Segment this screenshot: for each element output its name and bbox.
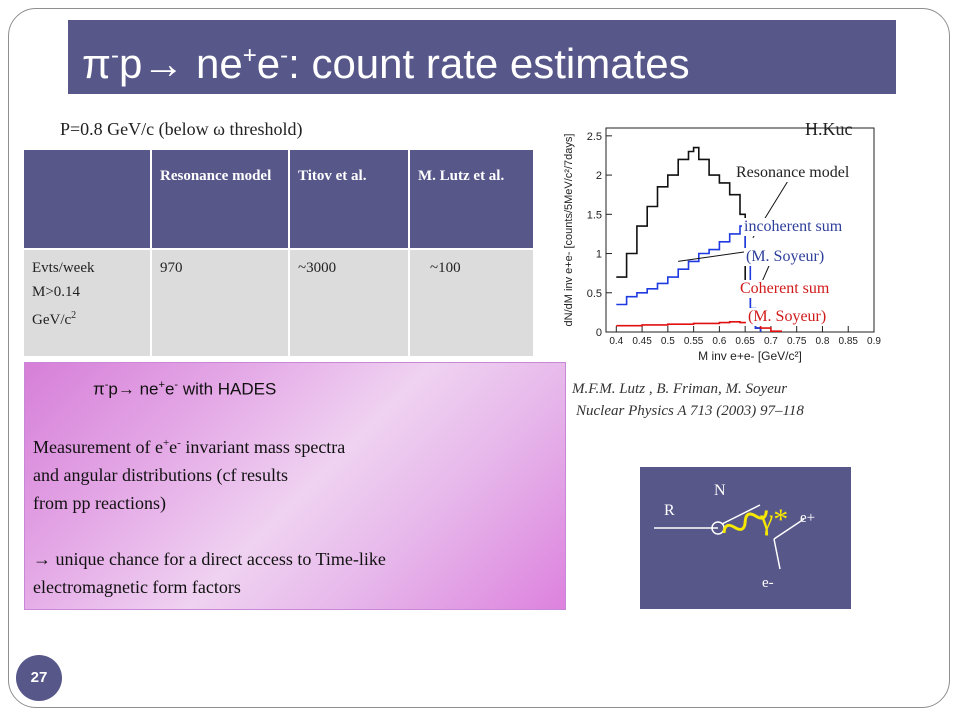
feynman-diagram: N R γ* e+ e- xyxy=(640,467,851,609)
slide-title: π-p→ ne+e-: count rate estimates xyxy=(82,40,690,87)
hades-box-heading: π-p→ ne+e- with HADES xyxy=(93,379,277,399)
series-coherent-line xyxy=(616,321,782,332)
diagram-label-n: N xyxy=(714,482,726,499)
diagram-label-eplus: e+ xyxy=(800,510,815,526)
label-coherent-sum: Coherent sum xyxy=(738,280,832,298)
label-resonance-model: Resonance model xyxy=(734,164,852,182)
table-row: Evts/week M>0.14 GeV/c2 970 ~3000 ~100 xyxy=(22,248,535,358)
slide-frame xyxy=(8,8,950,708)
table-cell-titov: ~3000 xyxy=(288,248,410,358)
momentum-subtitle: P=0.8 GeV/c (below ω threshold) xyxy=(60,119,303,139)
chart-bg xyxy=(558,120,888,370)
label-incoherent-sum: incoherent sum xyxy=(742,218,845,236)
x-tick-label: 0.65 xyxy=(735,336,755,347)
diagram-eminus-line xyxy=(773,538,781,570)
x-tick-label: 0.6 xyxy=(712,336,726,347)
plot-frame xyxy=(605,127,875,333)
diagram-photon-line xyxy=(722,510,768,534)
diagram-nucleon-line xyxy=(721,504,761,525)
body-line-3: from pp reactions) xyxy=(33,493,166,513)
x-tick-label: 0.9 xyxy=(867,336,881,347)
table-header-resonance: Resonance model xyxy=(150,148,290,250)
x-tick-label: 0.55 xyxy=(684,336,704,347)
count-rate-table: Resonance model Titov et al. M. Lutz et … xyxy=(22,148,535,358)
y-tick-label: 0 xyxy=(596,327,602,339)
mass-spectrum-chart: 0 0.5 1 1.5 2 2.5 0.4 0.45 0.5 0.55 0.6 0.65 0.7 0.75… xyxy=(558,120,888,370)
hades-box-body: Measurement of e+e- invariant mass spect… xyxy=(33,429,386,601)
reference-journal: Nuclear Physics A 713 (2003) 97–118 xyxy=(576,403,804,419)
table-header-titov: Titov et al. xyxy=(288,148,410,250)
x-tick-label: 0.4 xyxy=(609,336,623,347)
y-tick-label: 1 xyxy=(596,249,602,261)
diagram-label-r: R xyxy=(664,502,675,519)
y-tick-label: 2 xyxy=(596,170,602,182)
y-tick-label: 0.5 xyxy=(587,288,602,300)
chart-svg: 0 0.5 1 1.5 2 2.5 0.4 0.45 0.5 0.55 0.6 0.65 0.7 0.75… xyxy=(558,120,888,370)
page-number: 27 xyxy=(16,655,62,701)
hades-text-box: π-p→ ne+e- with HADES Measurement of e+e… xyxy=(24,362,566,610)
y-axis-label: dN/dM inv e+e- [counts/5MeV/c²/7days] xyxy=(563,134,575,327)
reference-citation: M.F.M. Lutz , B. Friman, M. Soyeur Nucle… xyxy=(572,378,804,422)
x-tick-label: 0.8 xyxy=(816,336,830,347)
table-cell-lutz: ~100 xyxy=(408,248,535,358)
x-tick-label: 0.7 xyxy=(764,336,778,347)
table-header-lutz: M. Lutz et al. xyxy=(408,148,535,250)
table-row-label: Evts/week M>0.14 GeV/c2 xyxy=(22,248,152,358)
table-header-row: Resonance model Titov et al. M. Lutz et … xyxy=(22,148,535,250)
body-line-2: and angular distributions (cf results xyxy=(33,465,288,485)
body-line-1: Measurement of e+e- invariant mass spect… xyxy=(33,437,346,457)
diagram-svg: N R γ* e+ e- xyxy=(640,467,851,609)
reference-authors: M.F.M. Lutz , B. Friman, M. Soyeur xyxy=(572,381,788,397)
body-line-5: electromagnetic form factors xyxy=(33,577,241,597)
table-header-empty xyxy=(22,148,152,250)
x-tick-label: 0.45 xyxy=(632,336,652,347)
body-line-4: → unique chance for a direct access to T… xyxy=(33,549,386,569)
x-tick-label: 0.85 xyxy=(838,336,858,347)
label-coherent-author: (M. Soyeur) xyxy=(746,308,829,326)
table-cell-resonance: 970 xyxy=(150,248,290,358)
label-incoherent-author: (M. Soyeur) xyxy=(744,248,827,266)
diagram-bg xyxy=(640,467,851,609)
diagram-label-eminus: e- xyxy=(762,575,774,591)
title-bar xyxy=(68,20,896,94)
y-tick-label: 2.5 xyxy=(587,131,602,143)
diagram-label-gamma: γ* xyxy=(759,503,788,536)
x-tick-label: 0.5 xyxy=(661,336,675,347)
diagram-eplus-line xyxy=(773,518,805,540)
x-axis-label: M inv e+e- [GeV/c²] xyxy=(698,349,802,363)
chart-credit: H.Kuc xyxy=(805,119,853,139)
x-tick-label: 0.75 xyxy=(787,336,807,347)
y-tick-label: 1.5 xyxy=(587,209,602,221)
